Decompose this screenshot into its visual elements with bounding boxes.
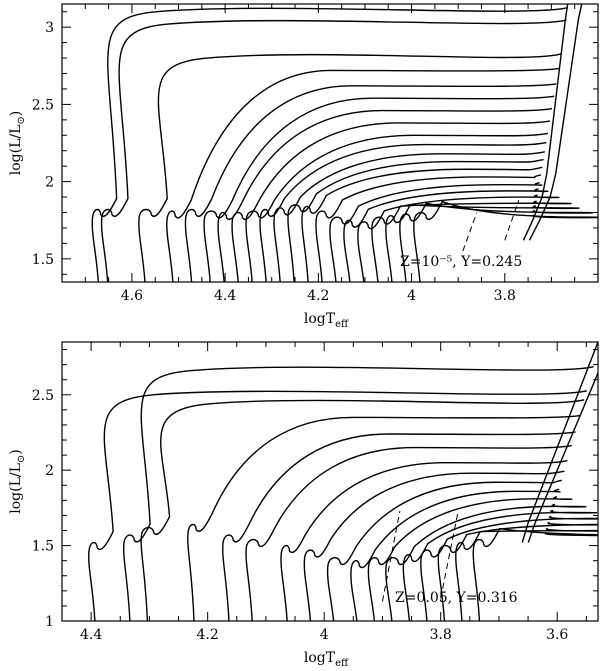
x-tick-label: 4.4: [214, 288, 236, 304]
track-12: [287, 158, 544, 282]
x-axis-label-main: logT: [304, 311, 336, 327]
x-tick-label: 4.2: [307, 288, 329, 304]
track-13: [402, 509, 598, 621]
axes-frame: [61, 3, 599, 283]
track-10: [350, 488, 561, 621]
y-tick-label: 2.5: [32, 97, 54, 113]
x-tick-label: 3.8: [430, 627, 452, 643]
track-2: [123, 365, 594, 621]
y-tick-label: 2.5: [32, 388, 54, 404]
y-tick-label: 3: [45, 20, 54, 36]
track-20: [399, 202, 594, 282]
track-14: [420, 515, 598, 621]
track-17: [472, 527, 598, 621]
track-7: [217, 107, 553, 282]
x-axis-label-main: logT: [304, 650, 336, 666]
track-15: [329, 182, 543, 282]
x-axis-label: logTeff: [304, 650, 349, 669]
y-axis-label: log(L/L⊙): [8, 111, 27, 176]
red-giant-branch: [521, 342, 598, 543]
y-axis-label-tail: ): [8, 449, 24, 454]
tracks-group: [91, 4, 598, 282]
track-17: [357, 194, 560, 282]
track-19: [385, 203, 580, 282]
track-11: [367, 496, 573, 621]
track-16: [455, 527, 598, 621]
red-giant-branch: [522, 4, 569, 241]
track-6: [245, 444, 572, 621]
track-14: [315, 174, 542, 282]
track-3: [140, 399, 585, 621]
y-axis-label-main: log(L/L: [8, 463, 24, 514]
track-6: [203, 95, 555, 282]
dashed-line-1: [462, 212, 478, 252]
x-tick-label: 4: [407, 288, 416, 304]
y-tick-label: 1: [45, 614, 54, 630]
axes-frame: [61, 341, 599, 622]
track-7: [280, 459, 568, 621]
y-axis-label: log(L/L⊙): [8, 449, 27, 514]
track-9: [245, 132, 549, 282]
track-12: [385, 503, 587, 621]
panel-top: 4.6 4.4 4.2 4 3.8 1.5 2 2.5 3 logTeff log(L/L⊙) Z=1…: [8, 3, 599, 330]
track-15: [437, 521, 598, 621]
y-axis-label-sub: ⊙: [16, 116, 27, 124]
track-2: [100, 19, 567, 282]
track-16: [343, 188, 549, 282]
dashed-line-2: [440, 510, 459, 599]
track-4: [187, 414, 581, 621]
track-18: [371, 200, 572, 282]
dashed-line-1: [381, 510, 401, 602]
x-axis-label: logTeff: [304, 311, 349, 330]
panel-bottom: 4.4 4.2 4 3.8 3.6 1 1.5 2 2.5 logTeff log(L/L⊙) Z=0…: [8, 341, 599, 669]
track-8: [231, 120, 551, 282]
y-axis-label-main: log(L/L: [8, 125, 24, 176]
tracks-group: [88, 342, 598, 621]
y-tick-label: 2: [45, 463, 54, 479]
track-3: [138, 53, 562, 282]
track-5: [184, 83, 557, 282]
composition-annotation: Z=0.05, Y=0.316: [395, 590, 518, 606]
y-axis-label-tail: ): [8, 111, 24, 116]
track-5: [222, 431, 576, 621]
x-tick-label: 4.6: [121, 288, 143, 304]
y-tick-label: 1.5: [32, 539, 54, 555]
y-tick-label: 1.5: [32, 252, 54, 268]
y-axis-label-sub: ⊙: [16, 455, 27, 463]
x-tick-label: 3.6: [546, 627, 568, 643]
track-1: [91, 7, 568, 282]
x-tick-label: 3.8: [494, 288, 516, 304]
track-9: [326, 479, 562, 621]
track-13: [301, 166, 543, 282]
x-axis-label-sub: eff: [335, 319, 349, 330]
red-giant-branch-outer: [527, 371, 598, 543]
track-4: [166, 67, 559, 282]
track-21: [413, 200, 598, 282]
dashed-line-2: [504, 199, 520, 241]
y-tick-label: 2: [45, 175, 54, 191]
composition-annotation: Z=10⁻⁵, Y=0.245: [400, 254, 522, 270]
x-tick-label: 4: [320, 627, 329, 643]
track-11: [273, 151, 546, 282]
track-8: [303, 470, 565, 621]
red-giant-branch-outer: [528, 4, 583, 241]
x-tick-label: 4.2: [197, 627, 219, 643]
x-axis-label-sub: eff: [335, 658, 349, 669]
track-1: [88, 390, 587, 621]
track-10: [259, 141, 547, 282]
x-tick-label: 4.4: [80, 627, 102, 643]
